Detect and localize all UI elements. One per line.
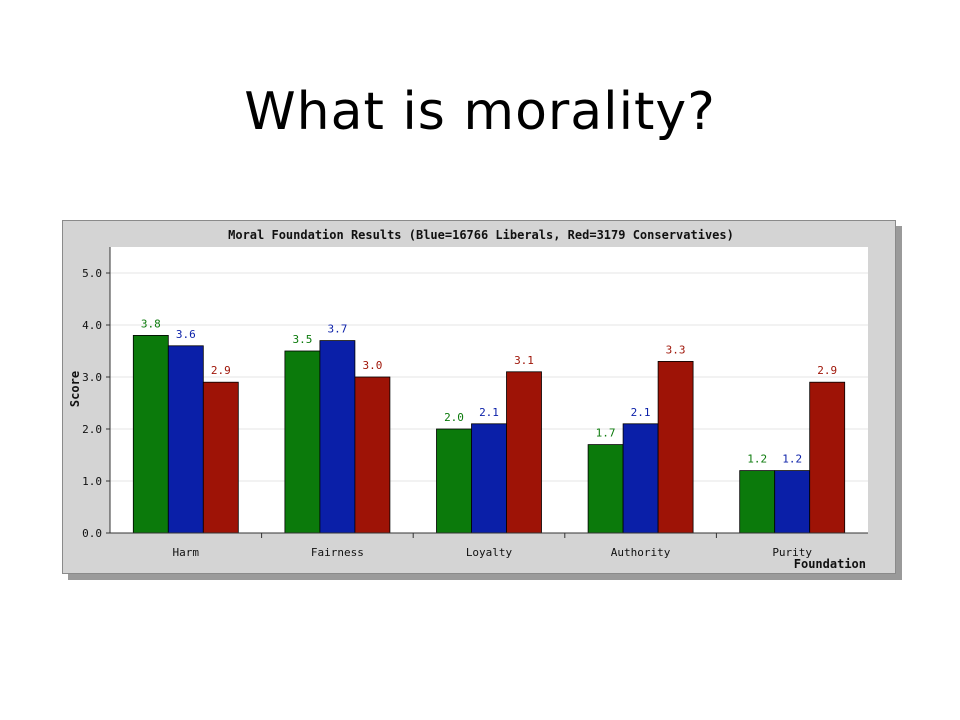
- data-label: 1.2: [747, 453, 767, 466]
- bar: [167, 345, 204, 534]
- axes: 0.0 1.0 2.0 3.0 4.0 5.0 Harm Fairness Loyalty Aut…: [82, 247, 868, 559]
- x-tick-label: Loyalty: [466, 546, 513, 559]
- bar: [809, 381, 846, 534]
- y-tick-label: 4.0: [82, 319, 102, 332]
- x-tick-label: Authority: [611, 546, 671, 559]
- bar: [622, 423, 659, 534]
- bars: [132, 335, 846, 534]
- data-labels: 3.8 3.6 2.9 3.5 3.7 3.0 2.0 2.1 3.1 1.7 2.1 3.3 1.2 1…: [141, 317, 837, 465]
- data-label: 3.8: [141, 317, 161, 330]
- bar: [587, 444, 624, 534]
- data-label: 2.9: [211, 364, 231, 377]
- data-label: 3.6: [176, 328, 196, 341]
- y-tick-label: 3.0: [82, 371, 102, 384]
- bar: [471, 423, 507, 534]
- bar: [202, 381, 239, 534]
- y-axis-label: Score: [68, 371, 82, 407]
- bar: [284, 350, 321, 534]
- data-label: 2.1: [479, 406, 499, 419]
- bar: [774, 470, 811, 534]
- bar: [319, 340, 356, 534]
- x-tick-label: Purity: [772, 546, 812, 559]
- bar: [506, 371, 542, 534]
- bar-chart: 3.8 3.6 2.9 3.5 3.7 3.0 2.0 2.1 3.1 1.7 2.1 3.3 1.2 1…: [68, 228, 868, 571]
- y-tick-label: 1.0: [82, 475, 102, 488]
- y-tick-label: 2.0: [82, 423, 102, 436]
- chart-title: Moral Foundation Results (Blue=16766 Lib…: [228, 228, 734, 242]
- data-label: 3.1: [514, 354, 534, 367]
- bar: [354, 376, 391, 534]
- data-label: 2.9: [817, 364, 837, 377]
- data-label: 2.1: [631, 406, 651, 419]
- bar: [132, 335, 169, 534]
- bar: [739, 470, 776, 534]
- data-label: 3.0: [362, 359, 382, 372]
- chart-panel: 3.8 3.6 2.9 3.5 3.7 3.0 2.0 2.1 3.1 1.7 2.1 3.3 1.2 1…: [62, 220, 896, 574]
- bar: [436, 428, 472, 534]
- x-tick-label: Harm: [173, 546, 200, 559]
- data-label: 1.7: [596, 427, 616, 440]
- slide-title: What is morality?: [244, 82, 716, 142]
- data-label: 3.5: [292, 333, 312, 346]
- y-tick-label: 5.0: [82, 267, 102, 280]
- data-label: 3.7: [327, 323, 347, 336]
- y-tick-label: 0.0: [82, 527, 102, 540]
- x-tick-label: Fairness: [311, 546, 364, 559]
- data-label: 1.2: [782, 453, 802, 466]
- x-axis-label: Foundation: [794, 557, 866, 571]
- data-label: 2.0: [444, 411, 464, 424]
- bar: [657, 360, 694, 534]
- data-label: 3.3: [666, 343, 686, 356]
